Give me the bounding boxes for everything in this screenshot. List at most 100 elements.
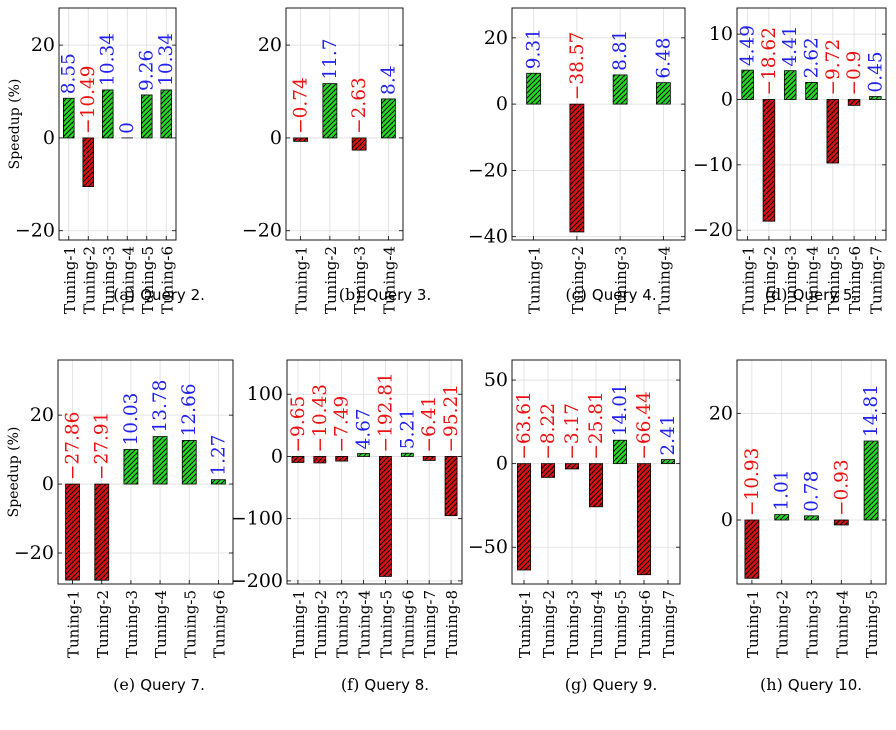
data-label: −38.57 <box>567 32 588 100</box>
data-label: −27.86 <box>63 412 84 480</box>
y-tick-label: 0 <box>271 445 283 467</box>
y-tick-label: 20 <box>709 402 733 424</box>
x-tick-label: Tuning-7 <box>867 246 885 314</box>
bar-hatch <box>656 82 671 105</box>
data-label: −25.81 <box>586 391 607 459</box>
y-tick-label: −40 <box>468 226 508 248</box>
data-label: −8.22 <box>538 403 559 460</box>
x-tick-label: Tuning-2 <box>322 246 340 314</box>
y-tick-label: 20 <box>31 34 55 56</box>
data-label: 10.34 <box>98 33 119 86</box>
bar-hatch <box>401 453 414 457</box>
bar-hatch <box>352 137 367 151</box>
data-label: 1.01 <box>772 469 793 510</box>
y-tick-label: −20 <box>15 220 55 242</box>
x-tick-label: Tuning-1 <box>740 246 758 314</box>
bar-hatch <box>102 89 114 138</box>
data-label: 4.41 <box>780 25 801 66</box>
x-tick-label: Tuning-4 <box>833 590 851 658</box>
data-label: −0.74 <box>291 77 312 134</box>
data-label: −10.93 <box>742 448 763 516</box>
subfigure-caption: (d) Query 5. <box>765 285 857 304</box>
y-tick-label: 0 <box>721 509 733 531</box>
chart-panel: −27.86 −27.91 10.03 13.78 12.66 1.27 −20 0 20 Tun… <box>6 359 234 694</box>
caption-tag: (e) <box>113 675 140 694</box>
y-tick-label: −20 <box>242 220 282 242</box>
bar-hatch <box>182 440 197 485</box>
bar-hatch <box>153 436 168 485</box>
subfigure-caption: (e) Query 7. <box>113 675 205 694</box>
bar-hatch <box>565 463 579 469</box>
x-tick-label: Tuning-8 <box>443 590 461 658</box>
caption-text: Query 8. <box>364 676 429 694</box>
x-tick-label: Tuning-4 <box>380 246 398 314</box>
x-tick-label: Tuning-6 <box>210 590 228 658</box>
caption-text: Query 2. <box>140 286 205 304</box>
bar-hatch <box>94 484 109 581</box>
x-tick-label: Tuning-2 <box>569 246 587 314</box>
bar-hatch <box>637 463 651 575</box>
y-tick-label: 0 <box>270 127 282 149</box>
data-label: 8.55 <box>59 53 80 94</box>
caption-text: Query 5. <box>793 286 858 304</box>
bar-hatch <box>293 137 308 142</box>
bar-hatch <box>784 70 797 100</box>
chart-panel: −0.74 11.7 −2.63 8.4 −20 0 20 Tuning-1 Tuning-2 T… <box>242 7 431 314</box>
x-tick-label: Tuning-1 <box>61 246 79 314</box>
caption-tag: (g) <box>565 675 593 694</box>
x-tick-label: Tuning-1 <box>293 246 311 314</box>
x-tick-label: Tuning-1 <box>526 246 544 314</box>
bar-hatch <box>63 98 75 138</box>
y-tick-label: 50 <box>484 369 508 391</box>
x-tick-label: Tuning-5 <box>139 246 157 314</box>
data-label: 1.27 <box>208 434 229 475</box>
bar-hatch <box>123 449 138 485</box>
y-tick-label: 0 <box>496 93 508 115</box>
x-tick-label: Tuning-6 <box>399 590 417 658</box>
caption-tag: (b) <box>339 285 367 304</box>
y-tick-label: −20 <box>14 542 54 564</box>
bar-hatch <box>774 514 789 520</box>
plot-frame <box>286 359 463 585</box>
bar-hatch <box>805 82 818 100</box>
data-label: 14.81 <box>861 384 882 437</box>
x-tick-label: Tuning-5 <box>181 590 199 658</box>
data-label: −10.43 <box>310 384 331 452</box>
caption-tag: (c) <box>565 285 592 304</box>
bar-hatch <box>141 94 153 138</box>
y-tick-label: −20 <box>468 159 508 181</box>
data-label: 8.4 <box>378 66 399 95</box>
data-label: −10.49 <box>78 65 99 133</box>
y-tick-label: 10 <box>709 23 733 45</box>
data-label: 10.34 <box>156 33 177 86</box>
bar-hatch <box>357 453 370 457</box>
bar-hatch <box>291 456 304 463</box>
data-label: 8.81 <box>610 30 631 71</box>
subfigure-caption: (g) Query 9. <box>565 675 657 694</box>
x-tick-label: Tuning-4 <box>152 590 170 658</box>
data-label: 2.62 <box>802 37 823 78</box>
chart-panel: 9.31 −38.57 8.81 6.48 −40 −20 0 20 Tuning-1 Tunin… <box>468 7 686 314</box>
bar-hatch <box>445 456 458 516</box>
caption-tag: (h) <box>760 675 788 694</box>
data-label: −18.62 <box>759 27 780 95</box>
chart-panel: −63.61 −8.22 −3.17 −25.81 14.01 −66.44 2.41 −50… <box>468 359 681 694</box>
chart-panel: −10.93 1.01 0.78 −0.93 14.81 0 20 Tuning-1 Tunin… <box>709 359 887 694</box>
x-tick-label: Tuning-3 <box>123 590 141 658</box>
y-tick-label: 100 <box>247 383 283 405</box>
y-tick-label: 20 <box>258 34 282 56</box>
data-label: −192.81 <box>375 372 396 452</box>
data-label: 6.48 <box>653 37 674 78</box>
x-tick-label: Tuning-2 <box>80 246 98 314</box>
bar-hatch <box>379 456 392 577</box>
bar-hatch <box>423 456 436 461</box>
data-label: −9.65 <box>288 396 309 453</box>
caption-text: Query 4. <box>592 286 657 304</box>
data-label: 9.31 <box>524 28 545 69</box>
data-label: −6.41 <box>419 396 440 453</box>
x-tick-label: Tuning-1 <box>290 590 308 658</box>
data-label: 0.78 <box>802 471 823 512</box>
data-label: −0.9 <box>844 51 865 96</box>
y-axis-title: Speedup (%) <box>7 79 23 170</box>
